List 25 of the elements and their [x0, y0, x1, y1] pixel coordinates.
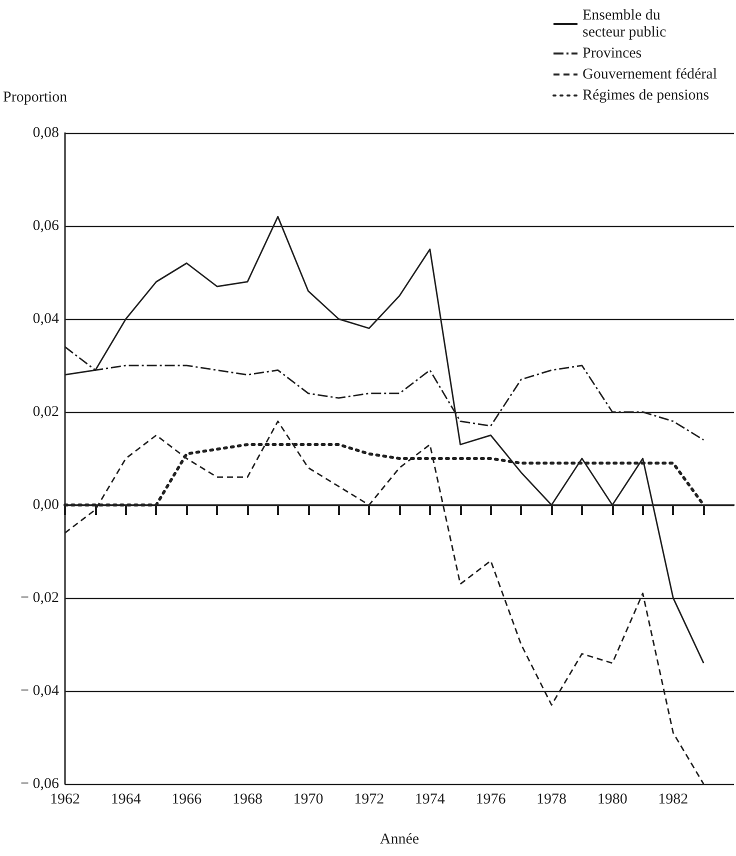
x-tick-label: 1976 [476, 792, 506, 808]
legend-label: Régimes de pensions [582, 88, 710, 104]
x-tick-label: 1964 [110, 792, 142, 808]
x-tick-label: 1982 [658, 792, 688, 808]
legend-label: Provinces [582, 46, 642, 62]
x-tick-label: 1978 [536, 792, 567, 808]
x-tick-label: 1966 [172, 792, 202, 808]
y-tick-label: 0,02 [32, 404, 59, 420]
x-tick-label: 1972 [354, 792, 384, 808]
x-axis-title: Année [380, 832, 420, 848]
y-tick-label: − 0,02 [20, 590, 59, 606]
x-tick-label: 1970 [293, 792, 324, 808]
legend-label: Gouvernement fédéral [582, 66, 718, 82]
x-tick-label: 1962 [50, 792, 80, 808]
y-axis-title: Proportion [3, 90, 68, 106]
x-tick-label: 1980 [597, 792, 628, 808]
y-tick-label: 0,08 [32, 125, 59, 141]
y-tick-label: 0,06 [32, 218, 60, 234]
x-tick-label: 1968 [232, 792, 262, 808]
y-tick-label: 0,00 [32, 497, 59, 513]
x-tick-label: 1974 [414, 792, 446, 808]
y-tick-label: − 0,04 [20, 683, 60, 699]
y-tick-label: − 0,06 [20, 776, 60, 792]
legend-label: Ensemble du secteur public [582, 8, 667, 40]
y-tick-label: 0,04 [32, 311, 60, 327]
